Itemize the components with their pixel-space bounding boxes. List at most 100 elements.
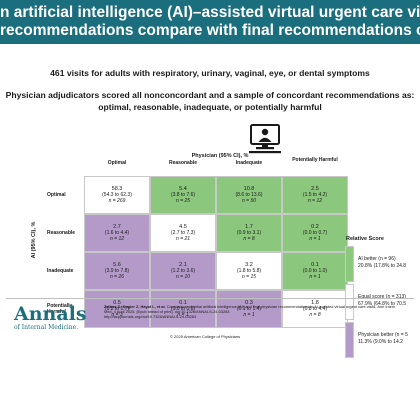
cell-value: 5.4 xyxy=(179,185,187,192)
heatmap-cell: 0.5 (0.2 to 1.7) n = 3 xyxy=(84,290,150,328)
cell-value: 0.1 xyxy=(311,261,319,268)
cell-value: 0.3 xyxy=(245,299,253,306)
cell-ci: (8.6 to 13.6) xyxy=(235,191,263,198)
logo-sub-text: of Internal Medicine. xyxy=(14,324,79,331)
cell-n: n = 12 xyxy=(307,198,323,205)
cell-value: 1.8 xyxy=(311,299,319,306)
column-axis-title: Physician (95% CI), % xyxy=(191,153,249,159)
cell-ci: (3.8 to 7.6) xyxy=(170,191,196,198)
row-axis-title: AI (95% CI), % xyxy=(31,221,37,259)
legend-item: AI better (n = 96) 20.8% (17.8% to 24.8 xyxy=(345,246,420,282)
legend-label: AI better (n = 96) xyxy=(358,256,396,262)
cell-value: 10.8 xyxy=(243,185,255,192)
legend-detail: 20.8% (17.8% to 24.8 xyxy=(358,263,407,269)
citation-authors: Zeltzer D, Kugler Z, Hayat L, et al. xyxy=(104,304,166,309)
cell-n: n = 21 xyxy=(175,236,191,243)
cell-value: 3.2 xyxy=(245,261,253,268)
heatmap-cell: 2.7 (1.6 to 4.4) n = 12 xyxy=(84,214,150,252)
cell-n: n = 269 xyxy=(108,198,126,205)
cell-n: n = 10 xyxy=(175,274,191,281)
heatmap-cell: 0.2 (0.0 to 0.7) n = 1 xyxy=(282,214,348,252)
legend-detail: 11.3% (9.0% to 14.2 xyxy=(358,339,403,345)
row-header: Inadequate xyxy=(47,268,74,274)
cell-value: 2.1 xyxy=(179,261,187,268)
legend-detail: 67.9% (64.8% to 70.5 xyxy=(358,301,407,307)
cell-n: n = 8 xyxy=(309,312,321,319)
cell-n: n = 26 xyxy=(109,274,125,281)
cell-n: n = 1 xyxy=(243,312,255,319)
cell-value: 0.1 xyxy=(179,299,187,306)
cell-value: 4.5 xyxy=(179,223,187,230)
heatmap-cell: 5.4 (3.8 to 7.6) n = 25 xyxy=(150,176,216,214)
cell-n: n = 50 xyxy=(241,198,257,205)
cell-value: 5.6 xyxy=(113,261,121,268)
cell-ci: (0.9 to 3.1) xyxy=(236,229,262,236)
citation: Zeltzer D, Kugler Z, Hayat L, et al. Com… xyxy=(104,304,404,319)
heatmap-cell: 5.6 (3.9 to 7.8) n = 26 xyxy=(84,252,150,290)
logo-main-text: Annals xyxy=(14,303,87,325)
methods-line-1: Physician adjudicators scored all noncon… xyxy=(5,90,415,100)
cell-ci: (2.7 to 7.3) xyxy=(170,229,196,236)
cell-n: n = 15 xyxy=(241,274,257,281)
cell-ci: (0.1 to 1.4) xyxy=(236,305,262,312)
row-header: Potentially Harmful xyxy=(47,303,73,315)
legend-swatch xyxy=(345,284,354,320)
legend-swatch xyxy=(345,246,354,282)
cell-n: n = 1 xyxy=(177,312,189,319)
header-banner: n artificial intelligence (AI)–assisted … xyxy=(0,0,420,44)
cell-value: 0.5 xyxy=(113,299,121,306)
cell-n: n = 12 xyxy=(109,236,125,243)
column-header: Optimal xyxy=(107,160,127,166)
cell-n: n = 3 xyxy=(111,312,123,319)
footer-divider xyxy=(6,298,414,299)
methods-line-2: optimal, reasonable, inadequate, or pote… xyxy=(98,102,322,112)
cell-ci: (0.0 to 1.0) xyxy=(302,267,328,274)
cell-ci: (1.6 to 4.4) xyxy=(104,229,130,236)
cell-n: n = 1 xyxy=(309,274,321,281)
heatmap-cell: 10.8 (8.6 to 13.6) n = 50 xyxy=(216,176,282,214)
annals-logo: Annals of Internal Medicine. xyxy=(14,303,87,334)
heatmap-cell: 2.5 (1.5 to 4.2) n = 12 xyxy=(282,176,348,214)
physician-at-computer-icon xyxy=(248,124,282,154)
legend-label: Equal score (n = 313) xyxy=(358,294,406,300)
cell-value: 2.7 xyxy=(113,223,121,230)
cell-value: 58.3 xyxy=(111,185,123,192)
cell-ci: (1.8 to 5.8) xyxy=(236,267,262,274)
cell-ci: (0.0 to 0.8) xyxy=(170,305,196,312)
cell-ci: (54.3 to 62.3) xyxy=(102,191,132,198)
cell-ci: (0.2 to 1.7) xyxy=(104,305,130,312)
cell-ci: (0.8 to 4.4) xyxy=(302,305,328,312)
cell-n: n = 8 xyxy=(243,236,255,243)
column-header: Potentially Harmful xyxy=(292,157,338,163)
row-header: Reasonable xyxy=(47,230,76,236)
legend-label: Physician better (n = 5 xyxy=(358,332,408,338)
cell-value: 0.2 xyxy=(311,223,319,230)
heatmap-cell: 4.5 (2.7 to 7.3) n = 21 xyxy=(150,214,216,252)
cell-value: 2.5 xyxy=(311,185,319,192)
row-header: Optimal xyxy=(47,192,66,198)
heatmap-cell: 1.7 (0.9 to 3.1) n = 8 xyxy=(216,214,282,252)
legend-item: Equal score (n = 313) 67.9% (64.8% to 70.… xyxy=(345,284,420,320)
cell-ci: (3.9 to 7.8) xyxy=(104,267,130,274)
visits-summary: 461 visits for adults with respiratory, … xyxy=(50,68,370,78)
cell-ci: (0.0 to 0.7) xyxy=(302,229,328,236)
column-header: Reasonable xyxy=(168,160,198,166)
cell-n: n = 25 xyxy=(175,198,191,205)
citation-text: Comparison of initial artificial intelli… xyxy=(104,304,396,314)
cell-ci: (1.5 to 4.2) xyxy=(302,191,328,198)
cell-value: 1.7 xyxy=(245,223,253,230)
legend-text: Equal score (n = 313) 67.9% (64.8% to 70.… xyxy=(358,294,406,308)
heatmap-cell: 2.1 (1.2 to 3.6) n = 10 xyxy=(150,252,216,290)
cell-n: n = 1 xyxy=(309,236,321,243)
legend-text: AI better (n = 96) 20.8% (17.8% to 24.8 xyxy=(358,256,406,270)
heatmap-cell: 0.1 (0.0 to 1.0) n = 1 xyxy=(282,252,348,290)
header-title-line-2: recommendations compare with final recom… xyxy=(0,22,420,39)
heatmap-cell: 1.8 (0.8 to 4.4) n = 8 xyxy=(282,290,348,328)
copyright: © 2025 American College of Physicians xyxy=(170,334,241,339)
column-header: Inadequate xyxy=(235,160,263,166)
heatmap-cell: 0.1 (0.0 to 0.8) n = 1 xyxy=(150,290,216,328)
citation-url[interactable]: http://acpjournals.org/doi/10.7326/ANNAL… xyxy=(104,314,197,319)
cell-ci: (1.2 to 3.6) xyxy=(170,267,196,274)
legend-swatch xyxy=(345,322,354,358)
heatmap-cell: 3.2 (1.8 to 5.8) n = 15 xyxy=(216,252,282,290)
